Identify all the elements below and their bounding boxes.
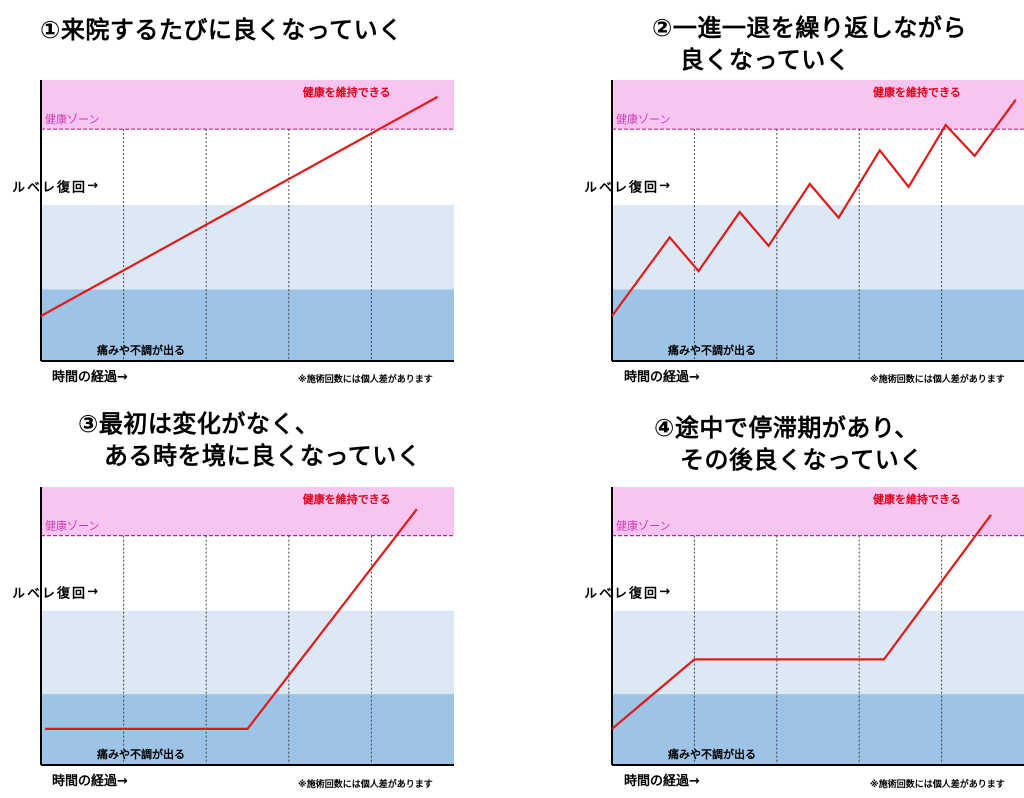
x-axis-label-4: 時間の経過→ [624, 774, 700, 789]
x-axis-label-2: 時間の経過→ [624, 370, 700, 385]
chart-title-1: ①来院するたびに良くなっていく [40, 14, 403, 46]
pain-zone-band [612, 694, 1024, 765]
note-4: ※施術回数には個人差があります [870, 780, 1005, 790]
recovery-series-line [40, 95, 439, 317]
middle-zone-band [41, 205, 454, 290]
healthy-zone-label: 健康ゾーン [616, 519, 670, 533]
chart-title-2-line-1: ②一進一退を繰り返しながら [652, 14, 967, 42]
recovery-series-line [45, 508, 418, 731]
middle-zone-band [41, 610, 454, 695]
healthy-zone-label: 健康ゾーン [616, 112, 670, 126]
chart-title-2-line-2: 良くなっていく [680, 46, 851, 74]
chart-title-1-line-1: ①来院するたびに良くなっていく [40, 16, 403, 44]
maintain-label: 健康を維持できる [873, 492, 961, 506]
pain-label: 痛みや不調が出る [667, 747, 756, 761]
middle-zone-band [612, 610, 1024, 695]
pain-label: 痛みや不調が出る [96, 343, 185, 357]
y-axis-label-2: ↑回復レベル [581, 180, 671, 193]
healthy-zone-band [41, 487, 454, 536]
pain-label: 痛みや不調が出る [96, 747, 185, 761]
chart-title-4: ④途中で停滞期があり、 その後良くなっていく [654, 412, 924, 476]
healthy-zone-band [612, 487, 1024, 536]
healthy-zone-label: 健康ゾーン [45, 112, 99, 126]
note-3: ※施術回数には個人差があります [298, 780, 433, 790]
recovery-series-line [611, 99, 1017, 317]
pain-zone-band [612, 289, 1024, 361]
healthy-zone-band [41, 80, 454, 130]
chart-title-4-line-1: ④途中で停滞期があり、 [654, 414, 919, 442]
maintain-label: 健康を維持できる [303, 85, 391, 99]
x-axis-label-1: 時間の経過→ [52, 370, 128, 385]
note-2: ※施術回数には個人差があります [870, 375, 1005, 385]
chart-title-3-line-2: ある時を境に良くなっていく [104, 442, 422, 470]
pain-label: 痛みや不調が出る [667, 343, 756, 357]
maintain-label: 健康を維持できる [303, 492, 391, 506]
chart-title-3: ③最初は変化がなく、 ある時を境に良くなっていく [78, 408, 421, 472]
middle-zone-band [612, 205, 1024, 290]
note-1: ※施術回数には個人差があります [298, 375, 433, 385]
recovery-series-line [611, 514, 992, 730]
y-axis-label-3: ↑回復レベル [9, 586, 99, 599]
x-axis-label-3: 時間の経過→ [52, 774, 128, 789]
maintain-label: 健康を維持できる [873, 85, 961, 99]
y-axis-label-4: ↑回復レベル [581, 586, 671, 599]
healthy-zone-band [612, 80, 1024, 130]
chart-title-2: ②一進一退を繰り返しながら 良くなっていく [652, 12, 967, 76]
healthy-zone-label: 健康ゾーン [45, 519, 99, 533]
chart-title-3-line-1: ③最初は変化がなく、 [78, 410, 320, 438]
y-axis-label-1: ↑回復レベル [9, 180, 99, 193]
pain-zone-band [41, 289, 454, 361]
chart-title-4-line-2: その後良くなっていく [680, 446, 924, 474]
